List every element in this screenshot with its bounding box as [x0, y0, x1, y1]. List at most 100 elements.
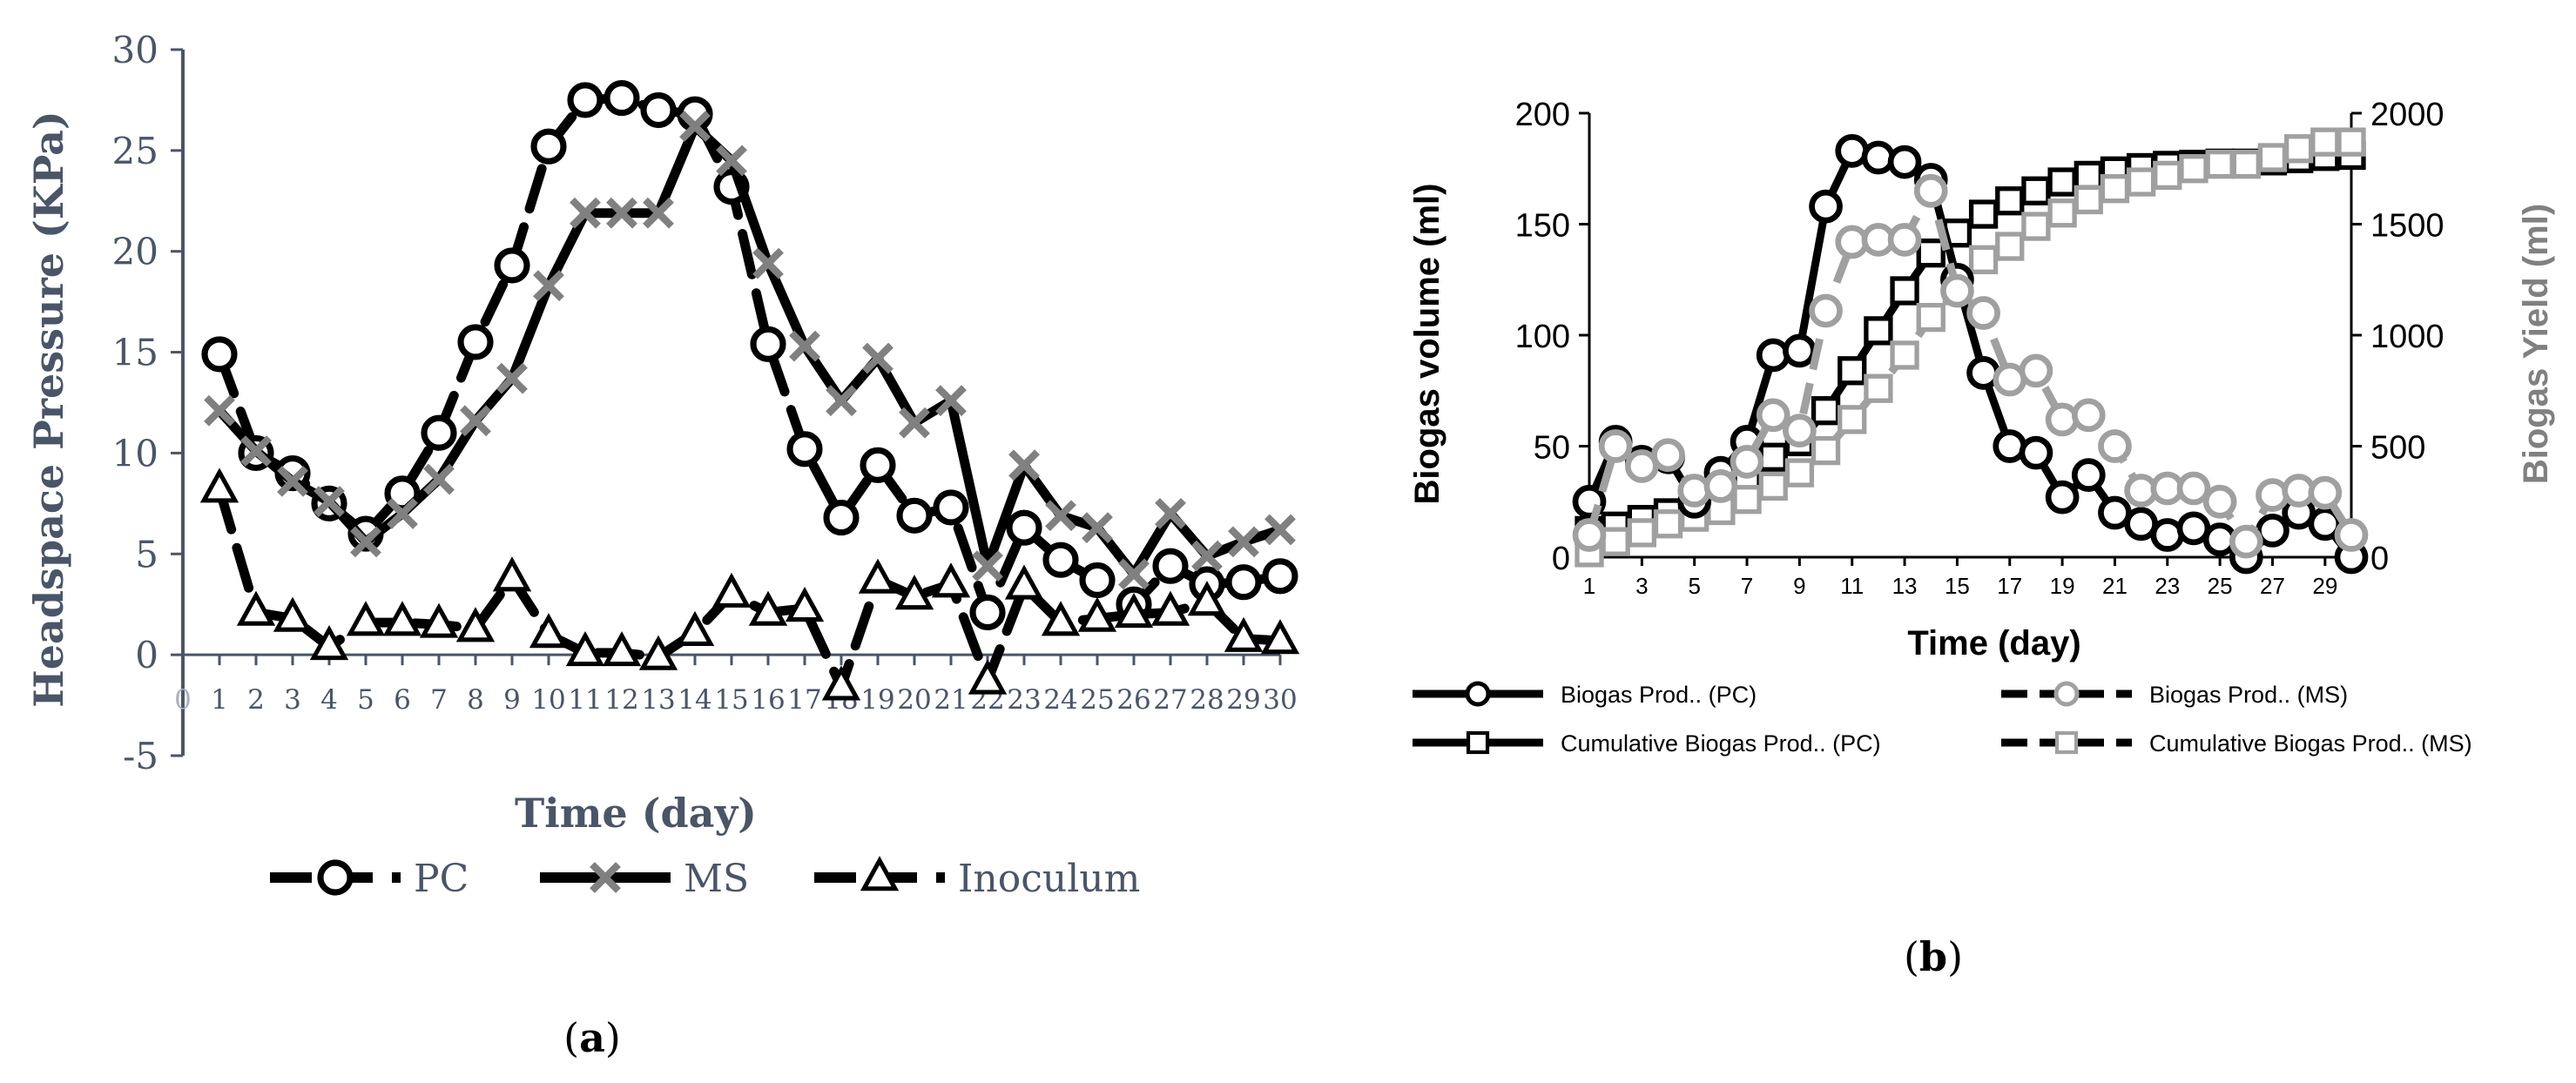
panel-b-point-Biogas Prod.. (MS): [1730, 444, 1764, 479]
panel-a-y-tick-label: 15: [112, 332, 158, 374]
panel-a-x-tick-label: 25: [1080, 684, 1114, 716]
panel-a-point-MS: [533, 270, 564, 302]
panel-a-point-MS: [1045, 500, 1076, 532]
panel-a-point-Inoculum: [1224, 616, 1264, 652]
panel-b-point-Cumulative Biogas Prod.. (PC): [1968, 199, 1999, 229]
panel-a-point-MS: [423, 463, 455, 495]
legend-label-Biogas Prod.. (MS): Biogas Prod.. (MS): [2149, 682, 2348, 708]
panel-b-point-Cumulative Biogas Prod.. (MS): [2337, 127, 2366, 157]
panel-b-point-Biogas Prod.. (PC): [1783, 333, 1817, 368]
legend-label-MS: MS: [684, 857, 749, 901]
panel-a-point-MS: [752, 247, 784, 279]
panel-a-x-tick-label: 21: [934, 684, 968, 716]
panel-b-point-Cumulative Biogas Prod.. (MS): [2153, 160, 2182, 191]
panel-b-point-Cumulative Biogas Prod.. (MS): [2047, 198, 2077, 228]
panel-a-point-Inoculum: [1150, 590, 1190, 626]
panel-b-point-Cumulative Biogas Prod.. (MS): [1601, 527, 1630, 556]
panel-a-point-PC: [1079, 562, 1116, 598]
panel-a-x-tick-label: 1: [211, 684, 228, 716]
panel-a-x-tick-label: 6: [394, 684, 411, 716]
x-stroke: [935, 385, 967, 417]
panel-b-point-Cumulative Biogas Prod.. (MS): [2126, 167, 2156, 197]
panel-b-caption-letter: b: [1919, 933, 1947, 980]
panel-a-legend: PC MS Inoculum: [270, 856, 1140, 901]
panel-b-point-Biogas Prod.. (MS): [1756, 398, 1790, 433]
panel-a-x-tick-label: 13: [641, 684, 675, 716]
x-stroke: [1118, 558, 1150, 590]
panel-a-point-MS: [1191, 540, 1223, 572]
panel-b-x-tick-label: 1: [1583, 573, 1595, 599]
x-stroke: [899, 407, 930, 439]
panel-b-point-Cumulative Biogas Prod.. (MS): [2283, 134, 2314, 164]
panel-b-point-Biogas Prod.. (MS): [2176, 471, 2211, 506]
x-stroke: [350, 526, 381, 558]
panel-a-point-PC: [567, 82, 604, 118]
panel-b-point-Biogas Prod.. (MS): [2229, 524, 2263, 559]
panel-a-point-PC: [1006, 509, 1042, 546]
panel-a-point-Inoculum: [894, 575, 934, 610]
panel-b-point-Cumulative Biogas Prod.. (MS): [1653, 509, 1683, 539]
panel-a-point-Inoculum: [346, 601, 386, 636]
panel-b-point-Biogas Prod.. (MS): [2098, 429, 2132, 463]
panel-b-point-Cumulative Biogas Prod.. (MS): [2179, 154, 2208, 184]
panel-a-y-tick-label: 30: [112, 29, 158, 71]
panel-a-point-PC: [969, 594, 1006, 631]
x-stroke: [752, 247, 784, 279]
panel-a-point-Inoculum: [748, 590, 788, 626]
panel-b-point-Cumulative Biogas Prod.. (MS): [1732, 485, 1762, 515]
panel-a-point-MS: [1155, 498, 1186, 529]
panel-b-point-Cumulative Biogas Prod.. (MS): [2231, 149, 2261, 179]
panel-b-point-Biogas Prod.. (MS): [2071, 398, 2106, 433]
panel-a-point-MS: [387, 498, 418, 529]
panel-b-x-tick-label: 27: [2260, 573, 2285, 599]
panel-a-point-Inoculum: [455, 607, 496, 642]
panel-b-point-Cumulative Biogas Prod.. (MS): [1627, 518, 1657, 548]
legend-marker-Inoculum: [860, 856, 900, 891]
panel-a-point-PC: [823, 500, 860, 536]
panel-a-series-line-MS: [214, 121, 1285, 579]
panel-a-point-MS: [1118, 558, 1150, 590]
legend-marker-Biogas Prod.. (MS): [2053, 681, 2080, 707]
legend-label-Inoculum: Inoculum: [958, 857, 1140, 901]
panel-a-point-PC: [457, 324, 494, 360]
panel-a-point-Inoculum: [931, 562, 971, 598]
panel-a-point-PC: [604, 80, 640, 117]
panel-b-y2-tick-label: 1500: [2370, 208, 2445, 245]
panel-a-point-PC: [750, 326, 786, 362]
panel-b-x-tick-label: 29: [2312, 573, 2337, 599]
x-stroke: [972, 550, 1003, 582]
panel-b-point-Biogas Prod.. (PC): [1861, 140, 1896, 175]
panel-b-point-Biogas Prod.. (MS): [1966, 296, 2000, 330]
x-stroke: [460, 405, 491, 437]
panel-a-x-tick-label: 3: [284, 684, 301, 716]
legend-label-PC: PC: [414, 857, 469, 901]
panel-b-x-tick-label: 9: [1793, 573, 1805, 599]
panel-b-point-Biogas Prod.. (MS): [1572, 518, 1607, 552]
panel-b-point-Cumulative Biogas Prod.. (PC): [2047, 167, 2077, 197]
panel-b-point-Cumulative Biogas Prod.. (MS): [2074, 185, 2103, 215]
panel-b-point-Biogas Prod.. (PC): [2045, 480, 2080, 515]
panel-a-point-Inoculum: [675, 610, 715, 646]
panel-b-point-Cumulative Biogas Prod.. (MS): [2205, 149, 2235, 179]
panel-a-x-tick-label: 20: [897, 684, 931, 716]
panel-b-y-tick-label: 0: [1552, 541, 1570, 577]
panel-b-point-Biogas Prod.. (MS): [2334, 518, 2369, 552]
panel-b-point-Biogas Prod.. (MS): [1940, 273, 1974, 308]
panel-a-x-tick-label: 26: [1116, 684, 1150, 716]
panel-b-y2-tick-label: 0: [2370, 541, 2389, 577]
panel-a-point-PC: [860, 447, 896, 483]
panel-a-point-PC: [494, 247, 530, 284]
panel-b-point-Cumulative Biogas Prod.. (MS): [2021, 212, 2051, 241]
panel-a-point-Inoculum: [382, 601, 422, 636]
panel-a-x-tick-label: 19: [860, 684, 894, 716]
panel-a-x-tick-label: 28: [1190, 684, 1224, 716]
panel-a-point-Inoculum: [821, 665, 861, 701]
panel-b-point-Cumulative Biogas Prod.. (PC): [2021, 176, 2051, 205]
panel-b-point-Biogas Prod.. (PC): [2019, 435, 2053, 470]
x-stroke: [1264, 514, 1296, 546]
panel-a-point-PC: [896, 497, 933, 534]
panel-a-point-Inoculum: [565, 631, 605, 667]
panel-b-point-Biogas Prod.. (MS): [2202, 484, 2237, 519]
panel-b-point-Biogas Prod.. (MS): [2308, 475, 2343, 510]
panel-b-point-Cumulative Biogas Prod.. (MS): [1995, 232, 2025, 261]
